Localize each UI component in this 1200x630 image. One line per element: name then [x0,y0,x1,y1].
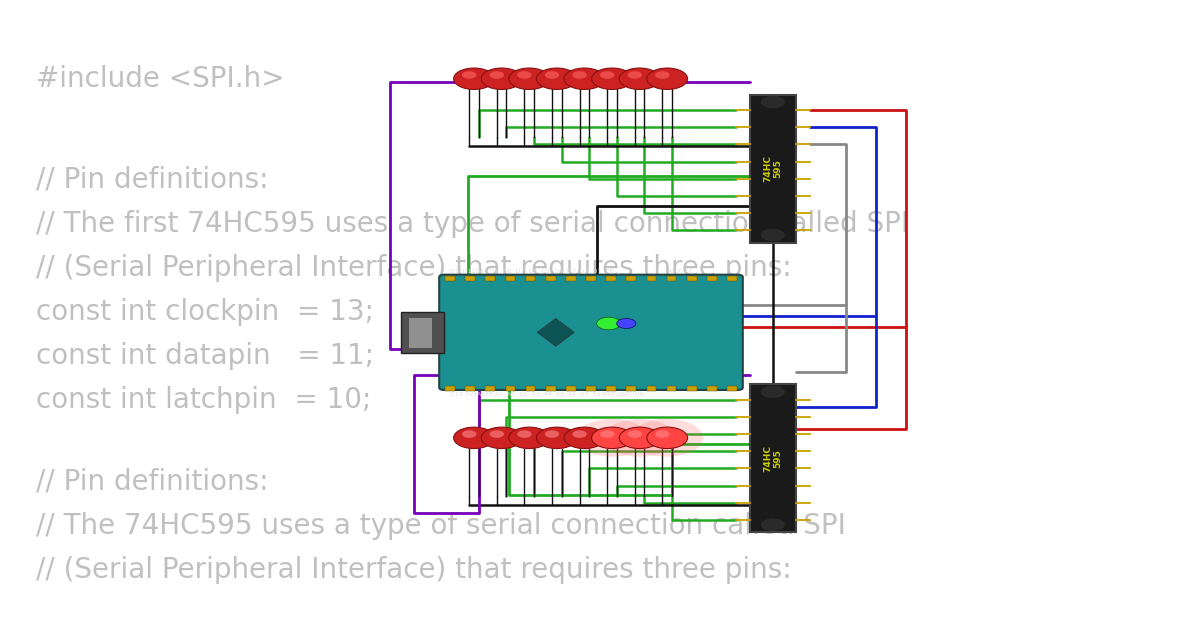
Bar [401,312,444,353]
FancyBboxPatch shape [439,275,743,390]
Text: D12D11D10 D9  D8  D7  D6  D5  D4  D3  D2  D1  CE: D12D11D10 D9 D8 D7 D6 D5 D4 D3 D2 D1 CE [450,269,613,274]
Text: const int clockpin  = 13;: const int clockpin = 13; [36,298,374,326]
Bar [586,386,595,391]
Bar [466,276,475,281]
Circle shape [761,229,785,241]
Bar [686,276,696,281]
Bar [408,317,432,348]
Circle shape [592,427,632,449]
Circle shape [572,71,587,79]
Bar [750,384,796,532]
Bar [647,276,656,281]
Circle shape [600,71,614,79]
Circle shape [536,427,577,449]
Circle shape [761,518,785,531]
Bar [606,276,616,281]
Circle shape [761,386,785,398]
Circle shape [490,71,504,79]
Bar [750,94,796,243]
Circle shape [576,419,648,457]
Bar [486,386,496,391]
Circle shape [647,427,688,449]
Circle shape [462,430,476,438]
Text: 74HC
595: 74HC 595 [763,445,782,472]
Bar [647,386,656,391]
Text: 74HC
595: 74HC 595 [763,155,782,182]
Circle shape [592,68,632,89]
Circle shape [564,427,605,449]
Circle shape [454,68,494,89]
Text: // (Serial Peripheral Interface) that requires three pins:: // (Serial Peripheral Interface) that re… [36,254,792,282]
Circle shape [600,430,614,438]
Bar [526,386,535,391]
Bar [466,386,475,391]
Circle shape [604,419,676,457]
Bar [546,276,556,281]
Bar [566,386,576,391]
Bar [445,276,455,281]
Bar [486,276,496,281]
Circle shape [536,68,577,89]
Bar [707,276,716,281]
Text: // Pin definitions:: // Pin definitions: [36,166,269,193]
Circle shape [628,71,642,79]
Bar [505,276,515,281]
Bar [727,276,737,281]
Text: const int datapin   = 11;: const int datapin = 11; [36,342,374,370]
Bar [626,386,636,391]
Circle shape [481,427,522,449]
Circle shape [509,427,550,449]
Circle shape [517,71,532,79]
Bar [566,276,576,281]
Bar [526,276,535,281]
Bar [707,386,716,391]
Circle shape [596,317,620,330]
Text: // Pin definitions:: // Pin definitions: [36,468,269,496]
Bar [586,276,595,281]
Circle shape [655,430,670,438]
Circle shape [545,71,559,79]
Bar [606,386,616,391]
Circle shape [490,430,504,438]
Polygon shape [538,318,575,346]
Bar [546,386,556,391]
Circle shape [655,71,670,79]
Circle shape [647,68,688,89]
Circle shape [619,427,660,449]
Circle shape [517,430,532,438]
Text: // (Serial Peripheral Interface) that requires three pins:: // (Serial Peripheral Interface) that re… [36,556,792,584]
Circle shape [454,427,494,449]
Circle shape [617,318,636,329]
Text: const int latchpin  = 10;: const int latchpin = 10; [36,386,371,414]
Text: #include <SPI.h>: #include <SPI.h> [36,65,284,93]
Circle shape [564,68,605,89]
Circle shape [481,68,522,89]
Circle shape [761,96,785,108]
Bar [686,386,696,391]
Circle shape [462,71,476,79]
Bar [445,386,455,391]
Bar [727,386,737,391]
Text: // The 74HC595 uses a type of serial connection called SPI: // The 74HC595 uses a type of serial con… [36,512,846,540]
Bar [505,386,515,391]
Text: // The first 74HC595 uses a type of serial connection called SPI: // The first 74HC595 uses a type of seri… [36,210,910,238]
Bar [667,276,677,281]
Bar [626,276,636,281]
Bar [667,386,677,391]
Circle shape [619,68,660,89]
Circle shape [545,430,559,438]
Circle shape [572,430,587,438]
Circle shape [628,430,642,438]
Text: D13 3V3AREF A0  A1  A2  A3  A4  A5  A6  A7  5V RST GND VIN: D13 3V3AREF A0 A1 A2 A3 A4 A5 A6 A7 5V R… [450,392,644,398]
Circle shape [631,419,703,457]
Text: RXOTX1: RXOTX1 [667,269,692,274]
Circle shape [509,68,550,89]
